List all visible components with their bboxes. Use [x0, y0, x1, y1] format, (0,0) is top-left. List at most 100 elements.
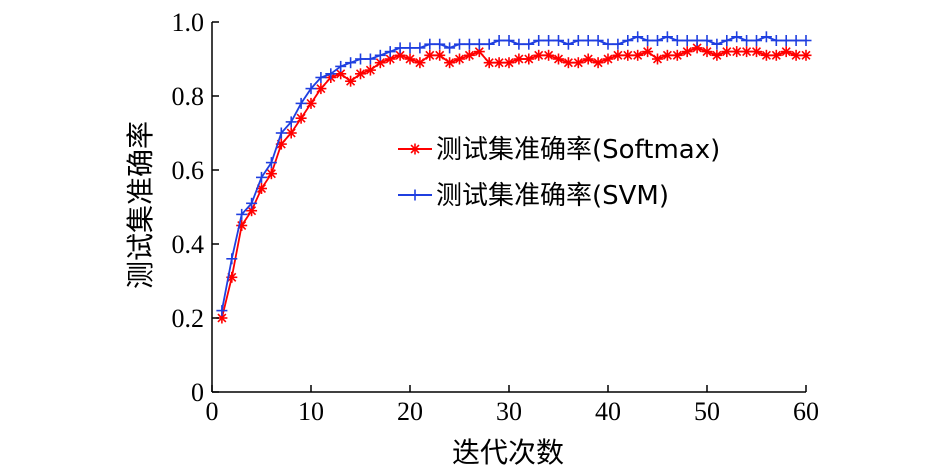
- legend-item-svm: 测试集准确率(SVM): [398, 181, 669, 211]
- legend-marker-softmax: [409, 143, 421, 155]
- data-point-softmax: [602, 53, 614, 65]
- x-tick-label: 0: [206, 397, 219, 426]
- data-point-softmax: [642, 46, 654, 58]
- data-point-svm: [731, 31, 743, 43]
- data-point-softmax: [503, 57, 515, 69]
- y-tick-label: 0.4: [172, 230, 205, 259]
- data-point-svm: [760, 31, 772, 43]
- data-point-softmax: [246, 205, 258, 217]
- data-point-svm: [513, 38, 525, 50]
- data-point-svm: [236, 208, 248, 220]
- data-point-softmax: [671, 49, 683, 61]
- data-point-softmax: [483, 57, 495, 69]
- data-point-svm: [473, 38, 485, 50]
- data-point-svm: [770, 35, 782, 46]
- data-point-svm: [562, 38, 574, 50]
- data-point-softmax: [622, 49, 634, 61]
- legend-marker-svm: [409, 189, 421, 201]
- data-point-svm: [364, 53, 376, 65]
- legend-item-softmax: 测试集准确率(Softmax): [398, 135, 720, 165]
- data-point-softmax: [523, 53, 535, 65]
- data-point-softmax: [681, 46, 693, 58]
- data-point-svm: [790, 35, 802, 46]
- y-tick-label: 1.0: [172, 8, 205, 37]
- data-point-svm: [345, 57, 357, 69]
- x-tick-label: 50: [694, 397, 720, 426]
- data-point-softmax: [345, 75, 357, 87]
- data-point-softmax: [444, 57, 456, 69]
- data-point-softmax: [295, 112, 307, 124]
- x-tick-label: 20: [397, 397, 423, 426]
- data-point-svm: [533, 35, 545, 46]
- data-point-svm: [691, 35, 703, 46]
- data-point-svm: [553, 35, 564, 46]
- data-point-softmax: [553, 53, 564, 65]
- data-point-softmax: [454, 53, 465, 65]
- data-point-svm: [632, 31, 644, 43]
- data-point-softmax: [355, 68, 366, 80]
- data-point-svm: [384, 46, 396, 58]
- data-point-softmax: [592, 57, 604, 69]
- data-point-softmax: [543, 49, 555, 61]
- data-point-softmax: [434, 49, 446, 61]
- data-point-svm: [661, 31, 673, 43]
- x-tick-label: 30: [496, 397, 522, 426]
- data-point-svm: [592, 35, 604, 46]
- data-point-softmax: [335, 68, 347, 80]
- data-point-svm: [305, 83, 317, 95]
- y-tick-label: 0.2: [172, 304, 205, 333]
- data-point-svm: [780, 35, 792, 46]
- data-point-softmax: [364, 64, 376, 76]
- series-layer: [216, 31, 812, 324]
- data-point-svm: [483, 38, 495, 50]
- data-point-softmax: [612, 49, 624, 61]
- data-point-softmax: [711, 49, 723, 61]
- data-point-svm: [315, 72, 327, 83]
- data-point-svm: [275, 127, 287, 139]
- data-point-softmax: [305, 97, 317, 109]
- data-point-softmax: [513, 53, 525, 65]
- legend-label-softmax: 测试集准确率(Softmax): [436, 135, 720, 165]
- data-point-svm: [800, 35, 812, 46]
- data-point-svm: [444, 42, 456, 54]
- data-point-softmax: [572, 57, 584, 69]
- data-point-softmax: [414, 57, 426, 69]
- data-point-softmax: [751, 46, 762, 58]
- data-point-svm: [216, 305, 228, 317]
- data-point-softmax: [394, 49, 406, 61]
- data-point-svm: [414, 42, 426, 54]
- data-point-softmax: [582, 53, 594, 65]
- axes-layer: 0 0.2 0.4 0.6 0.8 1.0 0 10 20 30 40 50 60: [172, 8, 820, 426]
- data-point-svm: [463, 38, 475, 50]
- data-point-svm: [642, 35, 654, 46]
- data-point-svm: [523, 38, 535, 50]
- data-point-softmax: [562, 57, 574, 69]
- x-tick-label: 60: [793, 397, 819, 426]
- data-point-svm: [681, 35, 693, 46]
- data-point-svm: [285, 116, 297, 128]
- data-point-svm: [622, 35, 634, 46]
- legend-marker-glyph-svm: [409, 189, 421, 201]
- data-point-svm: [246, 197, 258, 209]
- data-point-svm: [721, 35, 733, 46]
- data-point-softmax: [285, 127, 297, 139]
- data-point-softmax: [800, 49, 812, 61]
- data-point-softmax: [741, 46, 753, 58]
- data-point-svm: [493, 35, 505, 46]
- data-point-svm: [612, 38, 624, 50]
- data-point-softmax: [533, 49, 545, 61]
- data-point-svm: [751, 35, 762, 46]
- data-point-softmax: [731, 46, 743, 58]
- data-point-svm: [325, 68, 337, 80]
- y-tick-label: 0: [191, 378, 204, 407]
- legend: 测试集准确率(Softmax) 测试集准确率(SVM): [398, 135, 720, 211]
- legend-label-svm: 测试集准确率(SVM): [436, 181, 669, 211]
- data-point-svm: [572, 35, 584, 46]
- data-point-softmax: [424, 49, 436, 61]
- data-point-softmax: [661, 49, 673, 61]
- data-point-svm: [335, 60, 347, 72]
- series-line-svm: [221, 35, 806, 311]
- data-point-svm: [265, 157, 277, 169]
- data-point-svm: [711, 38, 723, 50]
- data-point-softmax: [404, 53, 416, 65]
